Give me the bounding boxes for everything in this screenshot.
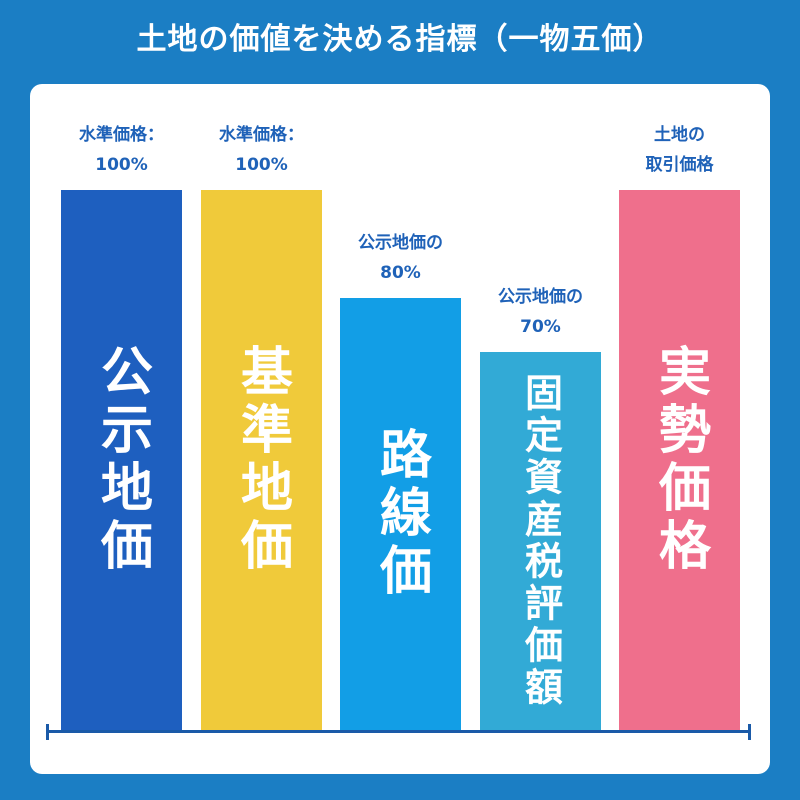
- x-axis: [47, 730, 749, 733]
- annotation-line: 70%: [520, 317, 561, 337]
- bar-annotation: 公示地価の 80%: [320, 228, 481, 288]
- annotation-line: 土地の: [654, 125, 705, 145]
- annotation-line: 100%: [95, 155, 148, 175]
- annotation-line: 取引価格: [645, 155, 714, 175]
- bar-annotation: 水準価格： 100%: [181, 120, 342, 180]
- bar-3: 路線価: [340, 298, 461, 730]
- bar-annotation: 土地の 取引価格: [599, 120, 760, 180]
- bar-4: 固定資産税評価額: [480, 352, 601, 730]
- annotation-line: 水準価格：: [79, 125, 164, 145]
- bar-label: 路線価: [370, 427, 431, 601]
- annotation-line: 水準価格：: [219, 125, 304, 145]
- chart-title: 土地の価値を決める指標（一物五価）: [136, 22, 664, 57]
- bar-annotation: 公示地価の 70%: [460, 282, 621, 342]
- x-axis-left-tick: [46, 724, 49, 740]
- annotation-line: 80%: [380, 263, 421, 283]
- annotation-line: 公示地価の: [498, 287, 583, 307]
- bar-label: 固定資産税評価額: [518, 373, 563, 709]
- annotation-line: 公示地価の: [358, 233, 443, 253]
- bar-annotation: 水準価格： 100%: [41, 120, 202, 180]
- bar-1: 公示地価: [61, 190, 182, 730]
- bar-2: 基準地価: [201, 190, 322, 730]
- bar-label: 基準地価: [231, 344, 292, 576]
- bar-5: 実勢価格: [619, 190, 740, 730]
- annotation-line: 100%: [235, 155, 288, 175]
- bar-label: 公示地価: [91, 344, 152, 576]
- bar-label: 実勢価格: [649, 344, 710, 576]
- x-axis-right-tick: [748, 724, 751, 740]
